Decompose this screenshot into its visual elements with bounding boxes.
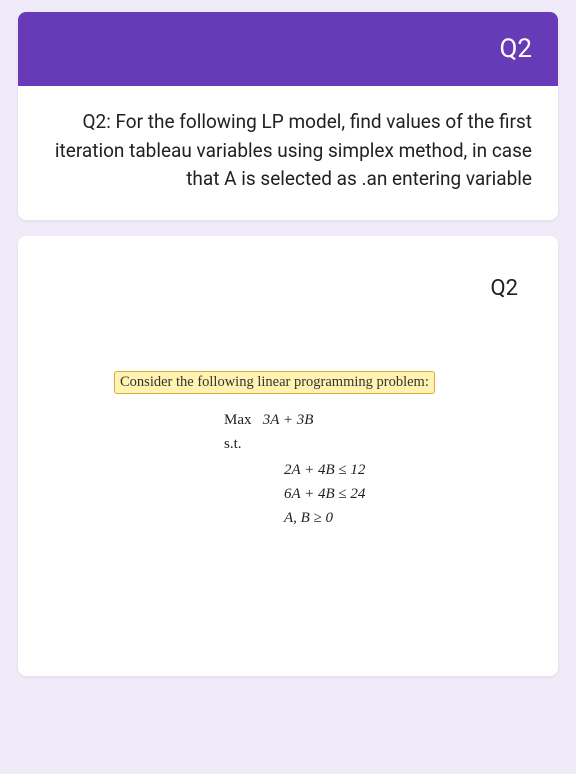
objective-label: Max: [224, 412, 252, 428]
q2-label: Q2: [44, 276, 518, 301]
lp-model: Max 3A + 3B s.t. 2A + 4B ≤ 12 6A + 4B ≤ …: [114, 408, 532, 530]
lp-st: s.t.: [224, 432, 532, 456]
highlight-text: Consider the following linear programmin…: [114, 371, 435, 394]
section-header: Q2: [18, 12, 558, 86]
objective-expr: 3A + 3B: [263, 412, 314, 428]
constraint-2: 6A + 4B ≤ 24: [284, 482, 532, 506]
card1-body: Q2: For the following LP model, find val…: [18, 86, 558, 220]
header-title: Q2: [500, 34, 533, 64]
question-card-1: Q2 Q2: For the following LP model, find …: [18, 12, 558, 220]
nonneg: A, B ≥ 0: [284, 506, 532, 530]
constraint-1: 2A + 4B ≤ 12: [284, 458, 532, 482]
problem-block: Consider the following linear programmin…: [44, 371, 532, 530]
question-text: Q2: For the following LP model, find val…: [44, 108, 532, 194]
lp-constraints: 2A + 4B ≤ 12 6A + 4B ≤ 24 A, B ≥ 0: [224, 458, 532, 530]
lp-objective: Max 3A + 3B: [224, 408, 532, 432]
question-card-2: Q2 Consider the following linear program…: [18, 236, 558, 676]
